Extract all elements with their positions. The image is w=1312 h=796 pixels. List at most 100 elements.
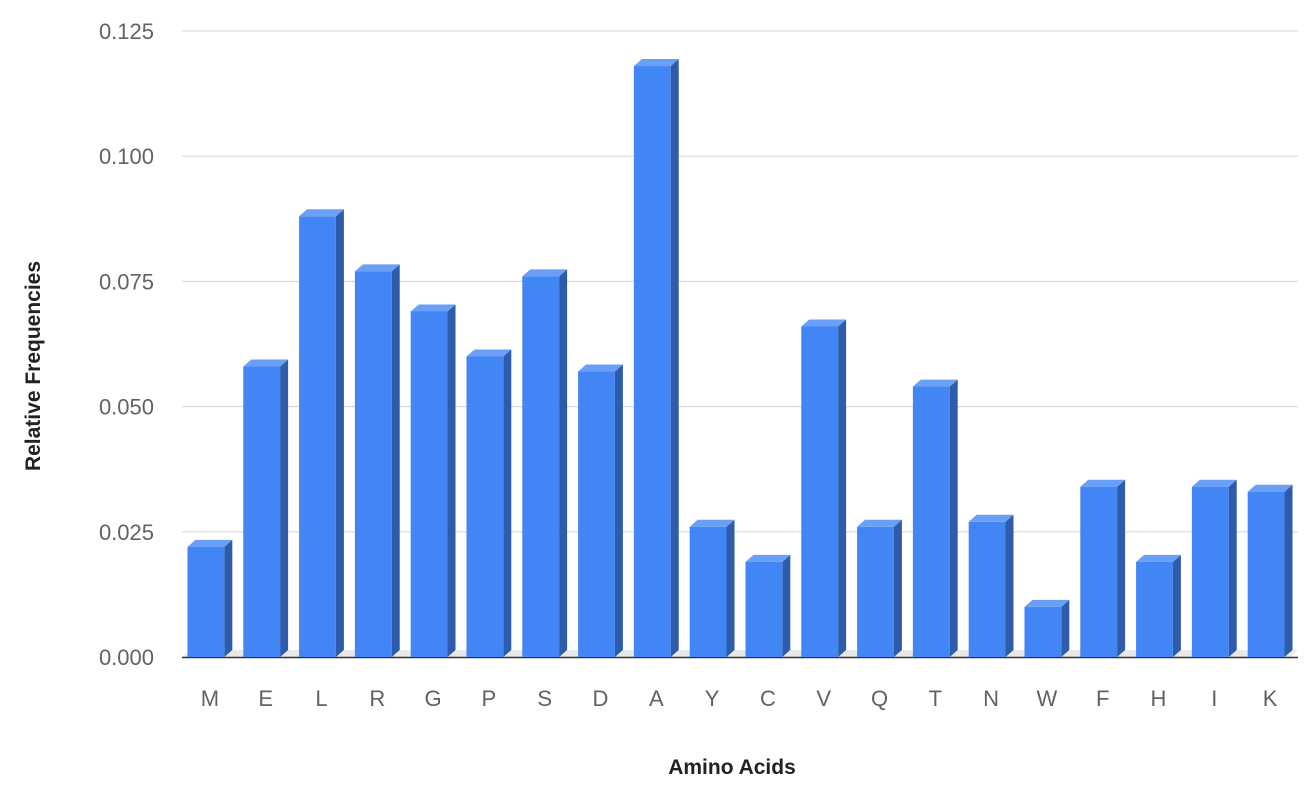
bar-S bbox=[522, 269, 568, 657]
bar-E bbox=[243, 359, 289, 657]
bar-side bbox=[335, 209, 344, 657]
bar-side bbox=[1284, 484, 1293, 657]
bar-front bbox=[299, 216, 336, 657]
y-axis-title: Relative Frequencies bbox=[22, 261, 45, 471]
bar-top bbox=[299, 209, 344, 217]
bar-front bbox=[410, 311, 448, 657]
bar-side bbox=[559, 269, 568, 657]
bar-side bbox=[503, 349, 512, 657]
bar-side bbox=[447, 304, 456, 657]
x-tick-label: L bbox=[315, 686, 327, 711]
bar-side bbox=[726, 519, 735, 657]
x-tick-label: S bbox=[537, 686, 552, 711]
y-tick-label: 0.050 bbox=[99, 395, 154, 420]
bar-top bbox=[968, 514, 1014, 522]
bar-front bbox=[466, 356, 504, 657]
bar-P bbox=[466, 349, 512, 657]
bar-front bbox=[1247, 491, 1285, 657]
bar-front bbox=[578, 371, 615, 657]
bar-top bbox=[801, 319, 847, 327]
bar-front bbox=[1191, 486, 1229, 657]
x-tick-label: E bbox=[258, 686, 273, 711]
bar-Y bbox=[689, 519, 735, 657]
bar-R bbox=[354, 264, 400, 657]
x-tick-label: D bbox=[593, 686, 609, 711]
bar-front bbox=[801, 326, 839, 657]
x-tick-label: R bbox=[369, 686, 385, 711]
y-tick-label: 0.000 bbox=[99, 645, 154, 670]
bars bbox=[187, 59, 1293, 657]
bar-top bbox=[187, 539, 233, 547]
y-tick-label: 0.075 bbox=[99, 269, 154, 294]
bar-front bbox=[1080, 486, 1118, 657]
bar-side bbox=[1117, 479, 1126, 657]
chart-floor bbox=[182, 650, 1298, 659]
bar-side bbox=[391, 264, 400, 657]
bar-top bbox=[1024, 599, 1070, 607]
bar-T bbox=[912, 379, 958, 657]
x-tick-label: T bbox=[929, 686, 942, 711]
bar-side bbox=[1005, 514, 1014, 657]
bar-top bbox=[466, 349, 512, 357]
bar-front bbox=[522, 276, 560, 657]
bar-I bbox=[1191, 479, 1237, 657]
bar-front bbox=[187, 546, 225, 657]
bar-top bbox=[1080, 479, 1126, 487]
x-tick-label: C bbox=[760, 686, 776, 711]
x-tick-label: Q bbox=[871, 686, 888, 711]
bar-front bbox=[912, 386, 950, 657]
bar-top bbox=[578, 364, 623, 372]
x-axis-title: Amino Acids bbox=[668, 756, 796, 779]
bar-top bbox=[689, 519, 735, 527]
bar-K bbox=[1247, 484, 1293, 657]
bar-W bbox=[1024, 599, 1070, 657]
y-tick-label: 0.125 bbox=[99, 19, 154, 44]
bar-N bbox=[968, 514, 1014, 657]
bar-side bbox=[782, 554, 791, 657]
x-tick-label: N bbox=[983, 686, 999, 711]
bar-front bbox=[968, 521, 1006, 657]
bar-front bbox=[745, 561, 783, 657]
x-tick-label: V bbox=[816, 686, 831, 711]
bar-top bbox=[912, 379, 958, 387]
bar-front bbox=[633, 66, 671, 657]
bar-top bbox=[243, 359, 289, 367]
bar-side bbox=[280, 359, 289, 657]
x-tick-label: W bbox=[1037, 686, 1058, 711]
bar-side bbox=[838, 319, 847, 657]
bar-top bbox=[522, 269, 568, 277]
x-tick-label: F bbox=[1096, 686, 1109, 711]
bar-side bbox=[1172, 554, 1181, 657]
bar-front bbox=[243, 366, 281, 657]
bar-C bbox=[745, 554, 791, 657]
bar-G bbox=[410, 304, 456, 657]
bar-side bbox=[670, 59, 679, 657]
bar-A bbox=[633, 59, 679, 657]
bar-side bbox=[893, 519, 902, 657]
bar-side bbox=[1228, 479, 1237, 657]
y-axis-ticks: 0.000 0.025 0.050 0.075 0.100 0.125 bbox=[99, 19, 154, 670]
bar-H bbox=[1136, 554, 1181, 657]
bar-front bbox=[354, 271, 392, 657]
bar-top bbox=[857, 519, 902, 527]
bar-top bbox=[410, 304, 456, 312]
y-tick-label: 0.025 bbox=[99, 520, 154, 545]
bar-side bbox=[614, 364, 623, 657]
bar-front bbox=[1024, 606, 1062, 657]
bar-M bbox=[187, 539, 233, 657]
bar-top bbox=[1247, 484, 1293, 492]
bar-side bbox=[224, 539, 233, 657]
y-tick-label: 0.100 bbox=[99, 144, 154, 169]
bar-V bbox=[801, 319, 847, 657]
bar-side bbox=[949, 379, 958, 657]
bar-F bbox=[1080, 479, 1126, 657]
gridlines bbox=[182, 30, 1298, 533]
bar-L bbox=[299, 209, 344, 657]
x-tick-label: Y bbox=[705, 686, 720, 711]
x-tick-label: A bbox=[649, 686, 664, 711]
bar-Q bbox=[857, 519, 902, 657]
x-tick-label: H bbox=[1151, 686, 1167, 711]
